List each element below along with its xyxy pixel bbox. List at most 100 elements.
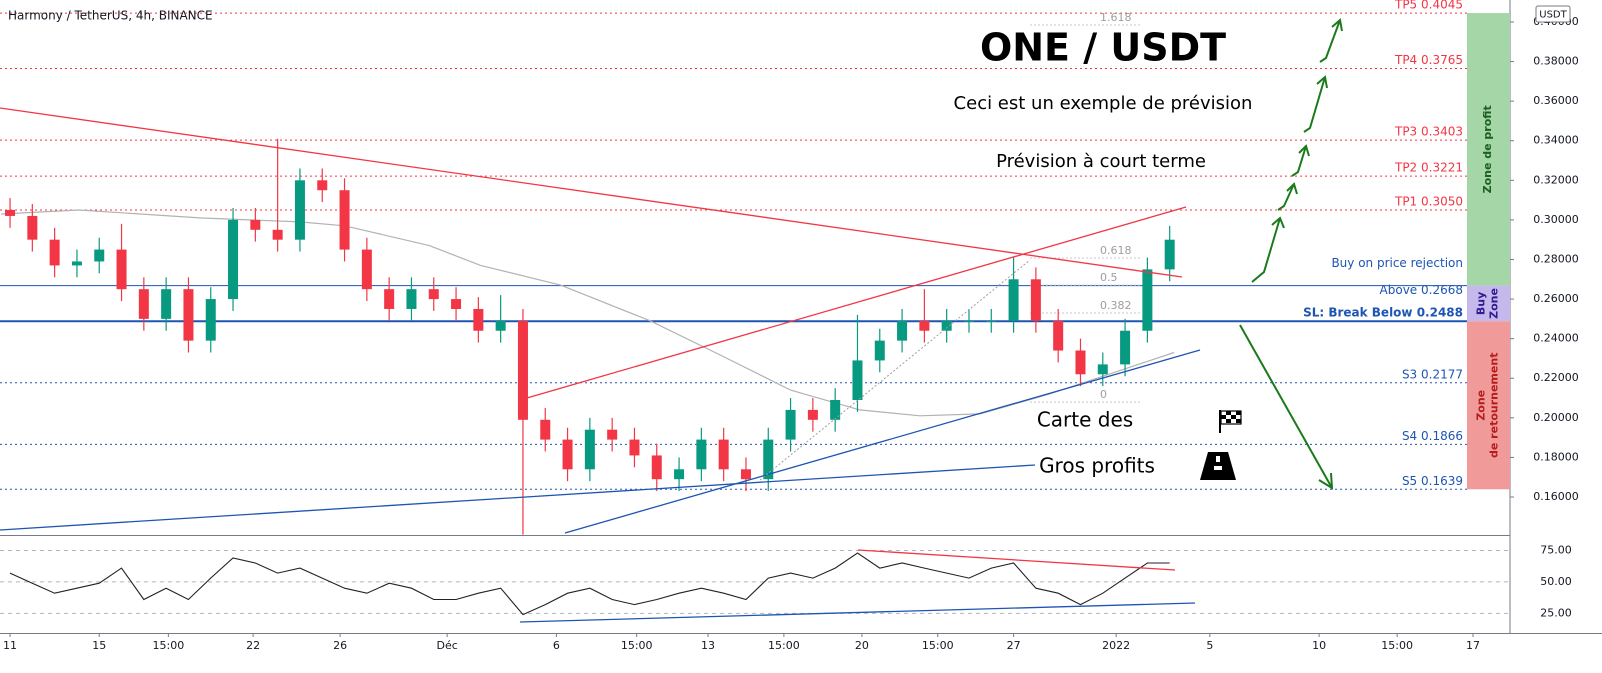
candle-body xyxy=(584,429,595,470)
arrow xyxy=(1277,183,1295,211)
candle-body xyxy=(451,299,462,309)
drawings xyxy=(0,18,1343,623)
fib-label: 0.5 xyxy=(1100,271,1118,284)
trendline xyxy=(519,206,1187,401)
flag-icon xyxy=(1219,410,1242,433)
x-tick-label: 22 xyxy=(246,639,260,652)
candle-body xyxy=(562,439,573,470)
zone-label: Buy xyxy=(1475,292,1488,315)
level-label: S3 0.2177 xyxy=(1402,367,1463,381)
candle-body xyxy=(897,320,908,341)
flag-check xyxy=(1226,411,1231,415)
candle-body xyxy=(629,439,640,456)
y-tick-label: 0.26000 xyxy=(1533,292,1579,305)
candle-body xyxy=(852,360,863,401)
y-tick-label: 0.28000 xyxy=(1533,252,1579,265)
y-tick-label: 0.38000 xyxy=(1533,55,1579,68)
candle-body xyxy=(941,320,952,331)
brand-line: Carte des xyxy=(1037,408,1133,432)
candle-body xyxy=(183,289,194,341)
level-label: SL: Break Below 0.2488 xyxy=(1303,306,1463,320)
candle-body xyxy=(205,299,216,341)
y-tick-label: 0.36000 xyxy=(1533,94,1579,107)
x-tick-label: 15 xyxy=(92,639,106,652)
level-label: Buy on price rejection xyxy=(1331,256,1463,270)
candle-body xyxy=(986,320,997,322)
candle-body xyxy=(1097,364,1108,375)
candle-body xyxy=(1164,239,1175,270)
candle-body xyxy=(785,409,796,440)
arrow xyxy=(1319,19,1341,63)
road-mark xyxy=(1216,456,1220,462)
header: Harmony / TetherUS, 4h, BINANCE xyxy=(8,9,213,23)
arrow xyxy=(1303,76,1326,133)
candle-body xyxy=(161,289,172,319)
rsi-tick-label: 50.00 xyxy=(1540,575,1572,588)
rsi-tick-label: 25.00 xyxy=(1540,606,1572,619)
candle-body xyxy=(740,469,751,480)
y-tick-label: 0.24000 xyxy=(1533,332,1579,345)
candle-body xyxy=(1030,279,1041,321)
candle-body xyxy=(1075,350,1086,375)
flag-check xyxy=(1226,419,1231,423)
zone-label: de retournement xyxy=(1488,353,1501,458)
arrows xyxy=(1239,18,1343,490)
arrow-head xyxy=(1316,75,1328,89)
y-tick-label: 0.22000 xyxy=(1533,371,1579,384)
currency: USDT xyxy=(1539,10,1567,21)
zone xyxy=(1467,285,1510,322)
candle-body xyxy=(674,469,685,480)
y-tick-label: 0.16000 xyxy=(1533,490,1579,503)
subtitle: Ceci est un exemple de prévision xyxy=(954,93,1253,114)
level-label: Above 0.2668 xyxy=(1380,283,1463,297)
candle-body xyxy=(1142,269,1153,331)
x-tick-label: 5 xyxy=(1206,639,1213,652)
rsi-trendline xyxy=(857,549,1176,571)
fib-label: 0.382 xyxy=(1100,299,1132,312)
candle-body xyxy=(5,210,16,216)
x-tick-label: 11 xyxy=(3,639,17,652)
x-tick-label: 15:00 xyxy=(153,639,185,652)
level-label: S5 0.1639 xyxy=(1402,474,1463,488)
x-tick-label: 10 xyxy=(1312,639,1326,652)
zone xyxy=(1467,321,1510,490)
arrow-head xyxy=(1331,18,1343,32)
flag-check xyxy=(1231,415,1236,419)
candle-body xyxy=(250,219,261,230)
candle-body xyxy=(963,320,974,322)
candle-body xyxy=(406,289,417,309)
candle-body xyxy=(138,289,149,319)
candle-body xyxy=(830,400,841,420)
brand-line: Gros profits xyxy=(1039,454,1155,478)
trendline xyxy=(564,349,1201,534)
arrow-head xyxy=(1298,144,1310,157)
candle-body xyxy=(919,320,930,331)
candle-body xyxy=(540,419,551,440)
x-tick-label: 2022 xyxy=(1102,639,1130,652)
currency-box xyxy=(1535,5,1571,23)
candle-body xyxy=(718,439,729,470)
flag-check xyxy=(1221,415,1226,419)
candle-body xyxy=(339,190,350,250)
level-label: TP2 0.3221 xyxy=(1394,161,1463,175)
rsi-line xyxy=(9,552,1170,616)
zone-label: Zone xyxy=(1488,288,1501,319)
fib-label: 0 xyxy=(1100,388,1107,401)
x-tick-label: 15:00 xyxy=(621,639,653,652)
short-term-note: Prévision à court terme xyxy=(996,151,1206,172)
candle-body xyxy=(272,229,283,240)
trendline xyxy=(0,107,1183,278)
level-label: TP3 0.3403 xyxy=(1394,125,1463,139)
candle-body xyxy=(473,308,484,331)
candle-body xyxy=(428,289,439,300)
candle-body xyxy=(495,320,506,331)
candle-body xyxy=(607,429,618,440)
x-tick-label: 15:00 xyxy=(922,639,954,652)
level-label: S4 0.1866 xyxy=(1402,429,1463,443)
level-label: TP4 0.3765 xyxy=(1394,53,1463,67)
x-tick-label: Déc xyxy=(436,639,457,652)
arrow xyxy=(1291,145,1307,177)
